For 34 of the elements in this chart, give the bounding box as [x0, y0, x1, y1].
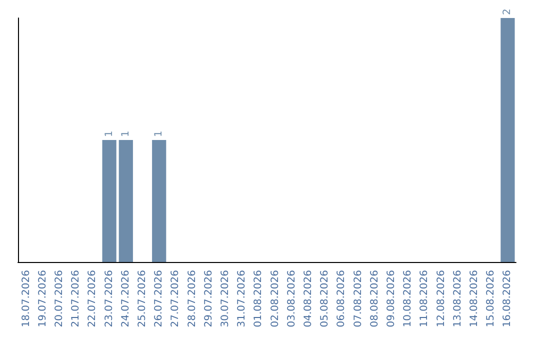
- x-tick-label: 02.08.2026: [270, 270, 281, 328]
- x-tick-label: 04.08.2026: [303, 270, 314, 328]
- x-tick-label: 30.07.2026: [220, 270, 231, 328]
- x-tick-label: 21.07.2026: [70, 270, 82, 328]
- data-label: 1: [120, 130, 132, 137]
- x-tick-label: 11.08.2026: [419, 270, 430, 328]
- x-tick-label: 14.08.2026: [469, 270, 480, 328]
- x-tick-label: 06.08.2026: [336, 270, 348, 328]
- data-label: 1: [104, 130, 115, 137]
- x-tick-label: 19.07.2026: [37, 270, 48, 328]
- x-tick-label: 01.08.2026: [253, 270, 264, 328]
- data-label: 2: [502, 8, 514, 15]
- x-tick-label: 13.08.2026: [452, 270, 464, 328]
- x-tick-label: 27.07.2026: [170, 270, 182, 328]
- x-tick-label: 03.08.2026: [286, 270, 298, 328]
- data-label: 1: [154, 130, 165, 137]
- x-tick-label: 22.07.2026: [87, 270, 98, 328]
- x-tick-label: 25.07.2026: [137, 270, 148, 328]
- x-tick-label: 20.07.2026: [54, 270, 65, 328]
- x-tick-label: 29.07.2026: [203, 270, 214, 328]
- x-tick-label: 07.08.2026: [352, 270, 364, 328]
- x-tick-label: 28.07.2026: [186, 270, 198, 328]
- x-tick-label: 08.08.2026: [369, 270, 380, 328]
- x-tick-label: 31.07.2026: [236, 270, 248, 328]
- x-tick-label: 16.08.2026: [502, 270, 514, 328]
- x-tick-label: 24.07.2026: [120, 270, 132, 328]
- x-tick-label: 26.07.2026: [154, 270, 165, 328]
- x-tick-label: 23.07.2026: [104, 270, 115, 328]
- x-tick-label: 12.08.2026: [436, 270, 447, 328]
- x-tick-label: 05.08.2026: [320, 270, 331, 328]
- x-tick-label: 10.08.2026: [402, 270, 414, 328]
- x-tick-label: 15.08.2026: [486, 270, 497, 328]
- x-tick-label: 09.08.2026: [386, 270, 397, 328]
- x-tick-label: 18.07.2026: [20, 270, 32, 328]
